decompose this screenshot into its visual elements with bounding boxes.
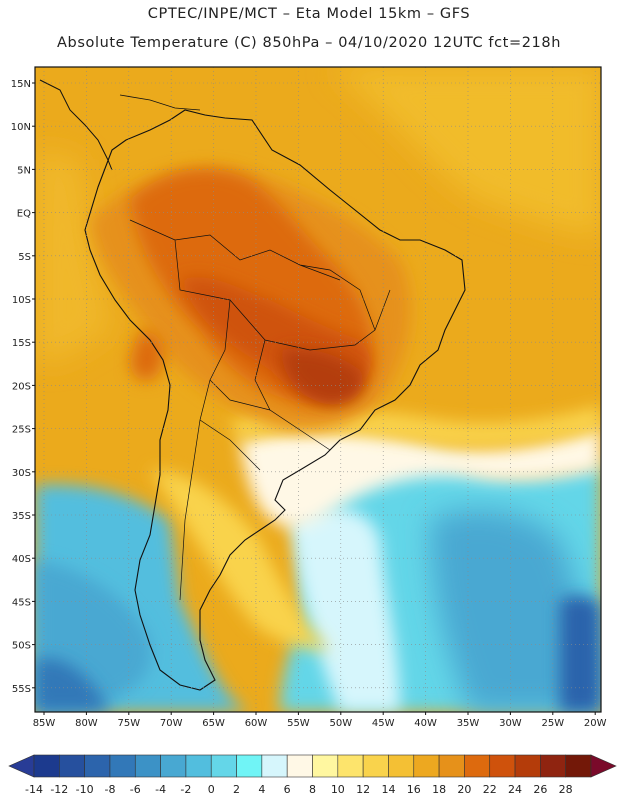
lat-label: 10N	[11, 122, 31, 133]
colorbar-swatch	[134, 754, 161, 778]
colorbar-swatch	[236, 754, 263, 778]
field-pacific-cold	[35, 658, 110, 712]
temperature-field	[35, 67, 601, 712]
lat-label: 20S	[12, 381, 31, 392]
lat-label: 15N	[11, 79, 31, 90]
latitude-labels: 15N 10N 5N EQ 5S 10S 15S 20S 25S 30S 35S 40S 45S 50S 5…	[11, 79, 35, 695]
lat-label: EQ	[17, 209, 31, 220]
map-subtitle: Absolute Temperature (C) 850hPa – 04/10/…	[57, 35, 561, 51]
colorbar-label: 28	[559, 783, 573, 796]
colorbar-swatch	[59, 754, 85, 778]
lon-label: 75W	[117, 718, 140, 729]
lat-label: 40S	[12, 554, 31, 565]
colorbar-swatch	[160, 754, 187, 778]
colorbar-label: 4	[258, 783, 265, 796]
lon-label: 85W	[33, 718, 56, 729]
lon-label: 55W	[287, 718, 310, 729]
colorbar-label: -8	[104, 783, 115, 796]
colorbar-swatch	[565, 754, 592, 778]
colorbar-swatch	[185, 754, 212, 778]
lon-label: 25W	[541, 718, 564, 729]
field-pacific-north	[35, 150, 110, 360]
colorbar-swatch	[464, 754, 491, 778]
colorbar-under-arrow	[8, 754, 35, 778]
caribbean-coastline	[119, 94, 201, 111]
colorbar-swatch	[286, 754, 313, 778]
colorbar-swatch	[540, 754, 566, 778]
colorbar-swatch	[33, 754, 60, 778]
colorbar-swatch	[84, 754, 111, 778]
colorbar-label: 8	[309, 783, 316, 796]
field-atlantic-cold	[560, 595, 601, 712]
colorbar-label: 6	[284, 783, 291, 796]
colorbar-label: 0	[208, 783, 215, 796]
lat-label: 15S	[12, 338, 31, 349]
lon-label: 80W	[75, 718, 98, 729]
colorbar-label: -14	[25, 783, 43, 796]
colorbar-label: 18	[432, 783, 446, 796]
lon-label: 35W	[457, 718, 480, 729]
colorbar-swatch	[312, 754, 339, 778]
lon-label: 45W	[372, 718, 395, 729]
lon-label: 70W	[160, 718, 183, 729]
colorbar-swatch	[438, 754, 465, 778]
lon-label: 20W	[584, 718, 607, 729]
lat-label: 10S	[12, 295, 31, 306]
field-transition-band	[240, 425, 601, 528]
lon-label: 65W	[202, 718, 225, 729]
colorbar-label: -10	[76, 783, 94, 796]
lon-label: 50W	[329, 718, 352, 729]
lat-label: 25S	[12, 425, 31, 436]
lon-label: 40W	[414, 718, 437, 729]
field-south-atlantic-deep	[430, 509, 601, 712]
lat-label: 50S	[12, 641, 31, 652]
colorbar-label: -6	[130, 783, 141, 796]
colorbar-label: -2	[180, 783, 191, 796]
lon-label: 30W	[499, 718, 522, 729]
colorbar-swatch	[413, 754, 440, 778]
colorbar-swatch	[362, 754, 389, 778]
colorbar-swatch	[489, 754, 516, 778]
lat-label: 55S	[12, 684, 31, 695]
colorbar-swatch	[261, 754, 288, 778]
colorbar-label: 14	[381, 783, 395, 796]
country-borders	[129, 219, 391, 601]
colorbar-label: 20	[457, 783, 471, 796]
field-hot-core	[280, 348, 364, 405]
colorbar-swatch	[514, 754, 541, 778]
lat-label: 5N	[17, 165, 31, 176]
field-cool-tongue	[290, 508, 400, 712]
central-america-coastline	[39, 79, 113, 171]
field-north-atlantic	[330, 67, 601, 235]
colorbar-swatch	[210, 754, 237, 778]
longitude-labels: 85W 80W 75W 70W 65W 60W 55W 50W 45W 40W 35W 30W 25W 2…	[33, 712, 607, 729]
colorbar-label: -12	[50, 783, 68, 796]
lat-label: 30S	[12, 468, 31, 479]
colorbar-label: 2	[233, 783, 240, 796]
colorbar-label: 16	[407, 783, 421, 796]
colorbar-label: -4	[155, 783, 166, 796]
lat-label: 5S	[18, 252, 31, 263]
colorbar-label: 10	[331, 783, 345, 796]
field-andes-warm	[130, 330, 164, 381]
colorbar-label: 22	[483, 783, 497, 796]
colorbar-swatch	[109, 754, 136, 778]
colorbar-swatch	[388, 754, 415, 778]
colorbar-label: 24	[508, 783, 522, 796]
colorbar-over-arrow	[590, 754, 617, 778]
map-frame	[34, 66, 602, 713]
colorbar-label: 26	[533, 783, 547, 796]
lon-label: 60W	[245, 718, 268, 729]
lat-label: 45S	[12, 597, 31, 608]
lat-label: 35S	[12, 511, 31, 522]
colorbar-swatch	[337, 754, 364, 778]
colorbar: -14 -12 -10 -8 -6 -4 -2 0 2 4 6 8 10 12 14 16 18 20 22 24 26…	[8, 754, 617, 796]
south-america-coastline	[84, 109, 466, 691]
colorbar-label: 12	[356, 783, 370, 796]
map-title: CPTEC/INPE/MCT – Eta Model 15km – GFS	[147, 6, 471, 22]
